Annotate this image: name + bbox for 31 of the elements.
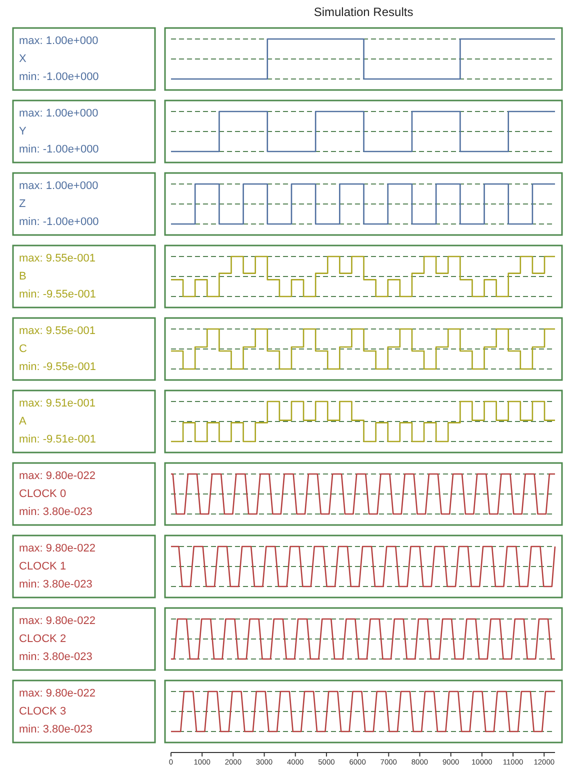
text: min: -1.00e+000 <box>19 216 99 228</box>
text: min: 3.80e-023 <box>19 578 92 590</box>
text: max: 1.00e+000 <box>19 107 98 120</box>
text: min: -9.55e-001 <box>19 288 96 300</box>
text: Y <box>19 125 27 138</box>
text: max: 9.80e-022 <box>19 687 96 700</box>
text: max: 9.80e-022 <box>19 470 96 482</box>
text: max: 9.55e-001 <box>19 252 96 264</box>
text: X <box>19 52 27 65</box>
text: CLOCK 0 <box>19 488 66 500</box>
text: CLOCK 2 <box>19 632 66 645</box>
text: max: 9.80e-022 <box>19 614 96 627</box>
chart-title: Simulation Results <box>314 5 414 19</box>
text: B <box>19 270 26 282</box>
text: max: 9.80e-022 <box>19 542 96 554</box>
text: Z <box>19 198 26 210</box>
text: min: -9.51e-001 <box>19 433 96 446</box>
text: CLOCK 3 <box>19 705 66 718</box>
text: max: 1.00e+000 <box>19 180 98 192</box>
text: min: -1.00e+000 <box>19 143 99 156</box>
text: C <box>19 342 27 355</box>
text: min: -1.00e+000 <box>19 70 99 83</box>
text: CLOCK 1 <box>19 560 66 572</box>
text: max: 9.51e-001 <box>19 397 96 410</box>
text: max: 1.00e+000 <box>19 34 98 47</box>
text: A <box>19 415 27 428</box>
text: max: 9.55e-001 <box>19 324 96 337</box>
text: min: 3.80e-023 <box>19 506 92 518</box>
text: min: -9.55e-001 <box>19 360 96 373</box>
text: min: 3.80e-023 <box>19 650 92 663</box>
text: min: 3.80e-023 <box>19 723 92 736</box>
